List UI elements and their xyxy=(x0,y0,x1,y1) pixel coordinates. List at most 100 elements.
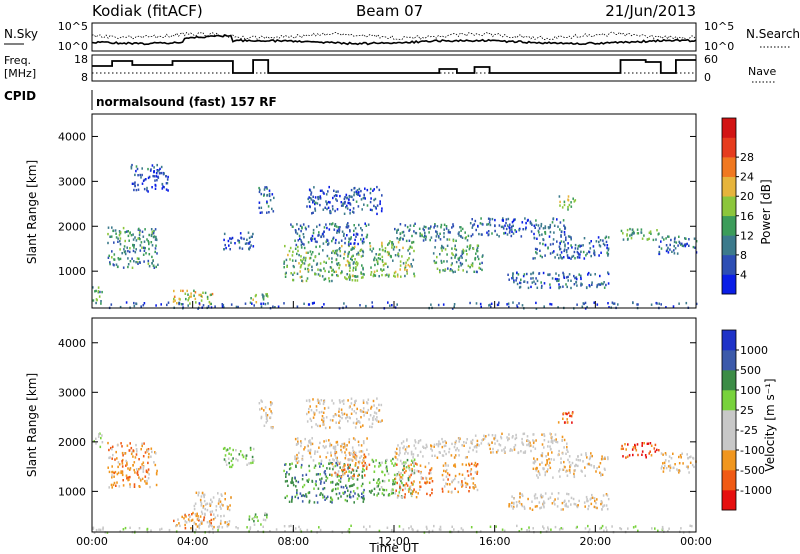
echo-cell xyxy=(405,239,408,243)
time-x-ticks: 00:00 04:00 08:00 12:00 16:00 20:00 00:00 xyxy=(76,301,712,548)
echo-cell xyxy=(454,270,456,273)
echo-cell xyxy=(355,200,358,203)
colorbar-swatch xyxy=(722,176,736,197)
echo-cell xyxy=(323,192,325,195)
echo-cell xyxy=(437,445,440,448)
echo-cell xyxy=(146,186,148,190)
echo-cell xyxy=(425,225,427,229)
echo-cell xyxy=(298,234,301,238)
echo-cell xyxy=(153,461,155,464)
echo-cell xyxy=(265,421,268,424)
echo-cell xyxy=(397,494,399,498)
echo-cell xyxy=(471,442,473,445)
colorbar-frame xyxy=(721,117,737,295)
echo-cell xyxy=(354,400,356,403)
echo-cell xyxy=(537,229,540,233)
echo-cell xyxy=(429,238,431,242)
echo-cell xyxy=(607,457,609,461)
colorbar-frame xyxy=(721,329,737,511)
echo-cell xyxy=(394,464,397,467)
echo-cell xyxy=(301,458,304,461)
echo-cell xyxy=(688,244,690,247)
echo-cell xyxy=(370,405,373,409)
echo-cell xyxy=(266,416,268,420)
echo-cell xyxy=(343,202,346,205)
echo-cell xyxy=(571,255,573,258)
echo-cell xyxy=(472,482,475,485)
echo-cell xyxy=(428,462,430,465)
echo-cell xyxy=(494,218,496,222)
echo-cell xyxy=(228,508,231,512)
echo-cell xyxy=(356,233,359,236)
echo-cell xyxy=(219,522,222,525)
echo-cell xyxy=(248,242,250,245)
echo-cell xyxy=(689,456,691,459)
echo-cell xyxy=(194,502,197,505)
echo-cell xyxy=(599,527,601,530)
echo-cell xyxy=(312,259,315,262)
echo-cell xyxy=(335,252,338,255)
echo-cell xyxy=(482,254,484,257)
echo-cell xyxy=(465,259,467,262)
echo-cell xyxy=(339,480,342,483)
echo-cell xyxy=(469,301,471,305)
echo-cell xyxy=(674,236,676,240)
echo-cell xyxy=(565,249,568,252)
echo-cell xyxy=(119,243,122,246)
echo-cell xyxy=(359,456,361,460)
echo-cell xyxy=(246,463,248,466)
echo-cell xyxy=(468,490,470,493)
echo-cell xyxy=(356,189,359,192)
echo-cell xyxy=(622,447,624,450)
echo-cell xyxy=(227,523,230,526)
echo-cell xyxy=(387,265,389,269)
echo-cell xyxy=(261,211,263,214)
echo-cell xyxy=(294,527,297,530)
echo-cell xyxy=(442,440,444,444)
echo-cell xyxy=(197,524,200,527)
echo-cell xyxy=(336,229,339,232)
echo-cell xyxy=(223,248,225,251)
echo-cell xyxy=(317,195,320,199)
echo-cell xyxy=(536,237,538,240)
echo-cell xyxy=(544,226,547,230)
echo-cell xyxy=(641,444,643,447)
echo-cell xyxy=(224,498,226,501)
echo-cell xyxy=(292,483,295,487)
echo-cell xyxy=(297,440,299,443)
echo-cell xyxy=(357,440,360,443)
echo-cell xyxy=(544,231,546,234)
echo-cell xyxy=(141,477,144,481)
echo-cell xyxy=(679,469,681,473)
echo-cell xyxy=(487,223,490,226)
echo-cell xyxy=(223,238,225,242)
echo-cell xyxy=(287,253,289,257)
echo-cell xyxy=(317,234,319,237)
echo-cell xyxy=(165,188,168,191)
echo-cell xyxy=(575,281,578,284)
echo-cell xyxy=(447,464,449,467)
echo-cell xyxy=(115,263,118,266)
echo-cell xyxy=(315,405,318,408)
echo-cell xyxy=(572,197,574,200)
echo-cell xyxy=(142,455,145,458)
echo-cell xyxy=(605,504,608,507)
echo-cell xyxy=(613,302,616,305)
echo-cell xyxy=(525,221,527,225)
echo-cell xyxy=(481,261,483,265)
echo-cell xyxy=(154,247,157,250)
echo-cell xyxy=(672,466,675,470)
echo-cell xyxy=(454,441,457,444)
echo-cell xyxy=(354,227,357,230)
echo-cell xyxy=(133,188,135,192)
echo-cell xyxy=(363,414,365,417)
echo-cell xyxy=(621,444,623,448)
echo-cell xyxy=(408,527,410,530)
echo-cell xyxy=(355,235,357,238)
echo-cell xyxy=(474,256,477,260)
echo-cell xyxy=(300,444,302,448)
echo-cell xyxy=(339,194,341,198)
echo-cell xyxy=(100,300,102,303)
echo-cell xyxy=(210,498,212,501)
echo-cell xyxy=(310,443,312,446)
